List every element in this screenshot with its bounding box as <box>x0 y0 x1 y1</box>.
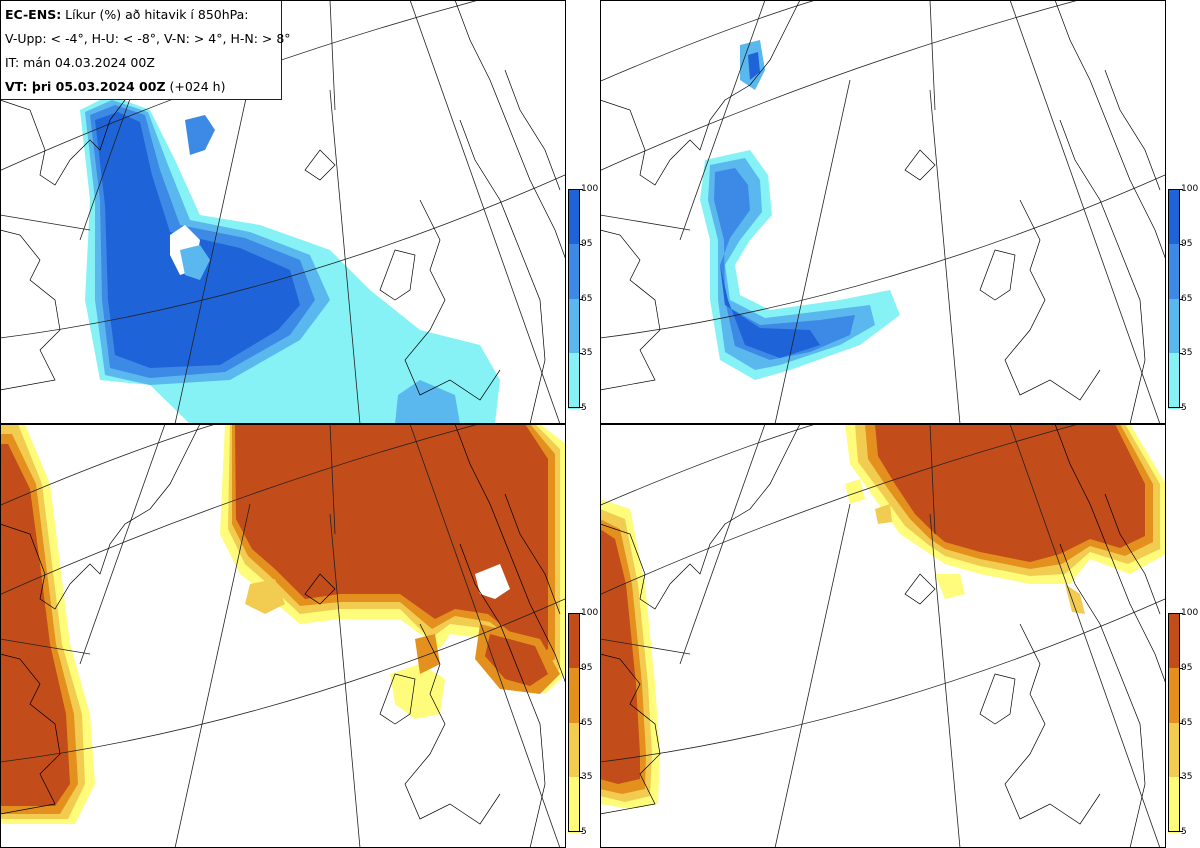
colorbar-tick-mark <box>580 298 583 300</box>
probability-field <box>700 40 900 380</box>
colorbar-tick-mark <box>580 777 583 779</box>
colorbar-tick-label: 65 <box>581 293 593 304</box>
colorbar-tick-label: 95 <box>581 662 593 673</box>
colorbar-tick-mark <box>580 722 583 724</box>
map-canvas <box>600 0 1166 424</box>
colorbar-segment <box>1168 722 1180 778</box>
colorbar-segment <box>568 353 580 409</box>
colorbar-border <box>1168 613 1180 832</box>
colorbar-tick-mark <box>1180 353 1183 355</box>
colorbar-blue: 100 95 65 35 5 <box>568 185 598 413</box>
colorbar-segment <box>568 722 580 778</box>
colorbar-tick-mark <box>580 353 583 355</box>
colorbar-tick-mark <box>580 189 583 190</box>
colorbar-segment <box>1168 189 1180 245</box>
colorbar-tick-label: 100 <box>1181 184 1199 194</box>
graticule <box>600 424 1166 848</box>
colorbar-orange: 100 95 65 35 5 <box>1168 609 1198 837</box>
map-info-box: EC-ENS: Líkur (%) að hitavik í 850hPa: V… <box>0 0 291 100</box>
product-description: Líkur (%) að hitavik í 850hPa: <box>61 7 249 22</box>
colorbar-tick-label: 35 <box>581 348 593 359</box>
colorbar-border <box>568 189 580 408</box>
colorbar-tick-mark <box>580 667 583 669</box>
product-label: EC-ENS: <box>5 7 62 22</box>
colorbar-tick-label: 5 <box>581 403 587 413</box>
colorbar-segment <box>1168 243 1180 299</box>
colorbar-tick-label: 35 <box>581 772 593 783</box>
coastlines <box>0 0 566 424</box>
colorbar-blue: 100 95 65 35 5 <box>1168 185 1198 413</box>
colorbar-segment <box>1168 298 1180 354</box>
colorbar-tick-mark <box>1180 243 1183 245</box>
colorbar-orange: 100 95 65 35 5 <box>568 609 598 837</box>
colorbar-tick-mark <box>580 243 583 245</box>
colorbar-segment <box>1168 777 1180 833</box>
probability-field <box>0 424 566 824</box>
valid-time: VT: þri 05.03.2024 00Z <box>5 79 166 94</box>
colorbar-tick-label: 5 <box>1181 403 1187 413</box>
colorbar-tick-mark <box>1180 407 1183 408</box>
colorbar-tick-label: 65 <box>1181 717 1193 728</box>
colorbar-tick-mark <box>1180 298 1183 300</box>
map-canvas <box>0 0 566 424</box>
colorbar-tick-mark <box>580 831 583 832</box>
map-canvas <box>600 424 1166 848</box>
colorbar-tick-label: 5 <box>581 827 587 837</box>
colorbar-tick-mark <box>1180 777 1183 779</box>
colorbar-segment <box>568 298 580 354</box>
colorbar-tick-label: 100 <box>581 184 599 194</box>
panel-legend-text: V-Upp: < -4°, H-U: < -8°, V-N: > 4°, H-N… <box>5 31 291 46</box>
colorbar-tick-mark <box>580 407 583 408</box>
probability-field <box>600 424 1166 809</box>
colorbar-segment <box>568 243 580 299</box>
colorbar-border <box>1168 189 1180 408</box>
colorbar-segment <box>568 667 580 723</box>
colorbar-tick-mark <box>1180 831 1183 832</box>
graticule <box>600 0 1166 424</box>
colorbar-tick-label: 100 <box>581 608 599 618</box>
lead-time: (+024 h) <box>165 79 226 94</box>
colorbar-segment <box>568 777 580 833</box>
colorbar-tick-label: 35 <box>1181 348 1193 359</box>
colorbar-segment <box>1168 353 1180 409</box>
colorbar-tick-label: 95 <box>1181 238 1193 249</box>
map-panel-top-right <box>600 0 1166 424</box>
colorbar-tick-label: 5 <box>1181 827 1187 837</box>
colorbar-tick-mark <box>1180 189 1183 190</box>
colorbar-tick-label: 95 <box>1181 662 1193 673</box>
map-panel-bottom-right <box>600 424 1166 848</box>
colorbar-segment <box>1168 667 1180 723</box>
map-panel-bottom-left <box>0 424 566 848</box>
colorbar-tick-label: 65 <box>1181 293 1193 304</box>
colorbar-segment <box>568 613 580 669</box>
coastlines <box>600 0 1166 424</box>
coastlines <box>600 424 1166 848</box>
colorbar-border <box>568 613 580 832</box>
colorbar-tick-mark <box>580 613 583 614</box>
graticule <box>0 424 566 848</box>
probability-field <box>80 95 500 424</box>
initial-time: IT: mán 04.03.2024 00Z <box>5 55 155 70</box>
colorbar-tick-label: 35 <box>1181 772 1193 783</box>
colorbar-tick-mark <box>1180 667 1183 669</box>
colorbar-tick-mark <box>1180 613 1183 614</box>
colorbar-segment <box>568 189 580 245</box>
map-canvas <box>0 424 566 848</box>
colorbar-tick-mark <box>1180 722 1183 724</box>
colorbar-tick-label: 95 <box>581 238 593 249</box>
colorbar-segment <box>1168 613 1180 669</box>
colorbar-tick-label: 100 <box>1181 608 1199 618</box>
map-panel-top-left: EC-ENS: Líkur (%) að hitavik í 850hPa: V… <box>0 0 566 424</box>
colorbar-tick-label: 65 <box>581 717 593 728</box>
coastlines <box>0 424 566 848</box>
